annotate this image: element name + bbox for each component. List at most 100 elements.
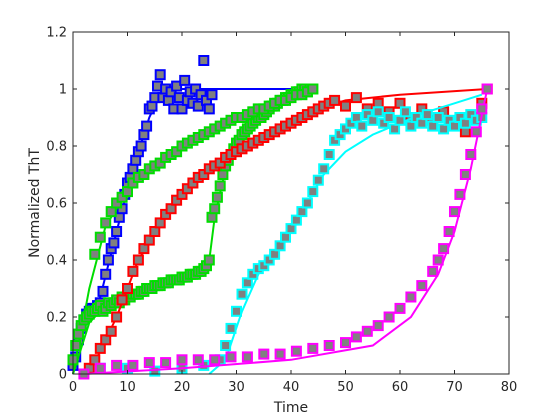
data-point <box>209 354 221 366</box>
y-tick-label: 0.4 <box>46 254 67 269</box>
data-point <box>179 74 191 86</box>
data-point <box>100 268 112 280</box>
y-tick-label: 0.6 <box>46 197 67 212</box>
data-point <box>481 83 493 95</box>
x-tick-label: 20 <box>174 380 191 395</box>
data-point <box>143 357 155 369</box>
data-point <box>160 357 172 369</box>
data-point <box>220 340 232 351</box>
data-point <box>154 69 166 81</box>
data-point <box>307 342 319 354</box>
data-point <box>372 320 384 332</box>
y-axis-label: Normalized ThT <box>27 148 43 258</box>
y-tick-label: 1.2 <box>46 26 67 41</box>
data-point <box>111 311 123 323</box>
data-point <box>290 345 302 357</box>
x-tick-label: 60 <box>392 380 409 395</box>
y-tick-label: 1 <box>59 83 67 98</box>
data-point <box>301 197 313 209</box>
x-tick-label: 10 <box>119 380 136 395</box>
x-tick-label: 50 <box>337 380 354 395</box>
data-point <box>421 109 433 121</box>
data-point <box>100 217 112 229</box>
data-point <box>394 302 406 314</box>
series-5 <box>78 83 493 380</box>
axes: 0 10 20 30 40 50 60 70 80 0 0.2 0.4 0.6 0.8 1 1.2 <box>46 26 517 396</box>
data-point <box>108 237 120 249</box>
data-point <box>432 112 444 123</box>
data-point <box>231 305 242 317</box>
data-point <box>97 285 109 297</box>
data-point <box>122 283 133 294</box>
data-point <box>372 106 384 118</box>
x-tick-label: 0 <box>69 380 77 395</box>
data-point <box>356 120 368 132</box>
data-point <box>203 103 215 115</box>
data-point <box>206 89 218 101</box>
y-tick-label: 0 <box>59 368 67 383</box>
data-point <box>111 359 123 371</box>
data-point <box>209 203 221 215</box>
data-point <box>438 243 450 255</box>
data-point <box>361 325 373 337</box>
data-point <box>211 191 223 203</box>
x-tick-label: 80 <box>501 380 518 395</box>
data-point <box>307 186 319 198</box>
data-point <box>340 337 351 349</box>
data-point <box>132 254 144 266</box>
data-point <box>171 80 183 92</box>
data-point <box>198 55 210 66</box>
y-tick-label: 0.2 <box>46 311 67 326</box>
data-point <box>432 254 444 266</box>
data-point <box>416 280 428 292</box>
data-point <box>135 140 147 152</box>
data-point <box>116 294 128 306</box>
data-point <box>340 100 351 112</box>
data-point <box>427 265 439 277</box>
data-point <box>89 248 101 260</box>
data-point <box>94 362 106 374</box>
data-point <box>459 169 471 180</box>
data-point <box>350 92 362 104</box>
data-point <box>399 106 411 118</box>
data-point <box>307 83 319 95</box>
data-point <box>225 351 237 363</box>
series-3 <box>83 83 493 375</box>
data-point <box>127 265 139 277</box>
data-point <box>274 348 286 360</box>
data-point <box>192 354 204 366</box>
data-point <box>94 231 106 243</box>
data-point <box>312 174 324 186</box>
data-point <box>454 188 466 200</box>
x-tick-label: 30 <box>228 380 245 395</box>
data-point <box>176 354 188 366</box>
plot-area <box>73 32 509 374</box>
data-point <box>449 206 460 218</box>
data-point <box>323 149 335 160</box>
data-point <box>465 149 477 160</box>
data-point <box>102 254 114 266</box>
data-point <box>141 120 153 132</box>
data-point <box>329 94 341 106</box>
data-point <box>258 348 270 360</box>
data-point <box>476 103 488 115</box>
data-point <box>470 126 482 138</box>
data-point <box>318 163 330 175</box>
data-point <box>225 322 237 334</box>
data-point <box>323 340 335 351</box>
x-tick-label: 70 <box>446 380 463 395</box>
data-point <box>127 359 139 371</box>
data-point <box>383 112 395 123</box>
y-tick-label: 0.8 <box>46 140 67 155</box>
data-point <box>236 288 248 300</box>
data-point <box>111 226 123 237</box>
x-axis-label: Time <box>273 400 308 416</box>
series-layer <box>67 55 493 380</box>
data-point <box>105 325 117 337</box>
data-point <box>350 331 362 343</box>
data-point <box>192 100 204 112</box>
data-point <box>70 340 82 351</box>
data-point <box>443 226 455 237</box>
data-point <box>383 311 395 323</box>
